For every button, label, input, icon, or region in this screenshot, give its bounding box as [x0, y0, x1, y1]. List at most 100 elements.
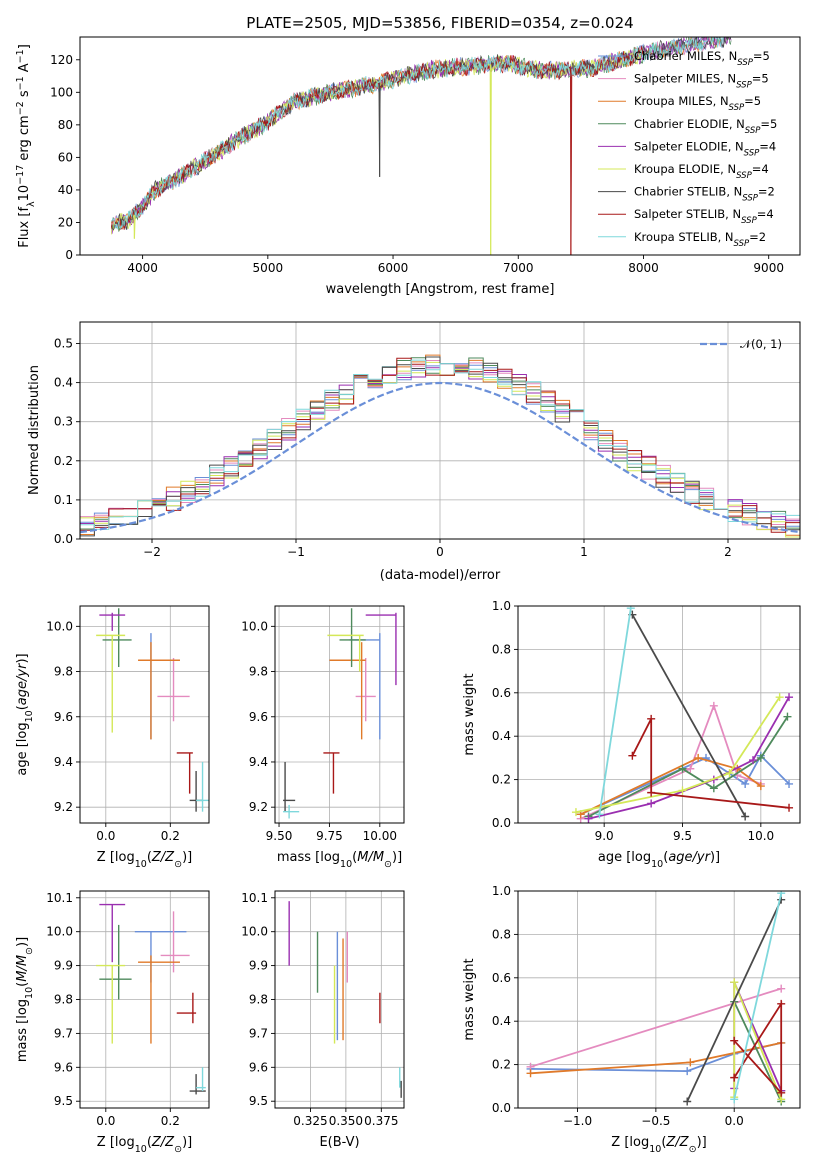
x-tick-label: 5000	[253, 261, 284, 275]
errorbar-point	[102, 608, 132, 668]
label-part: age [log	[598, 850, 651, 865]
weight-marker	[756, 782, 765, 791]
errorbar-point	[160, 911, 190, 973]
chart-title: PLATE=2505, MJD=53856, FIBERID=0354, z=0…	[246, 14, 633, 32]
y-tick-label: 0.8	[492, 642, 511, 656]
errorbar-point	[99, 924, 132, 1000]
spectrum-line	[111, 37, 731, 230]
label-part: ⊙	[384, 859, 392, 870]
weight-marker	[647, 799, 656, 808]
y-tick-label: 10.0	[241, 925, 268, 939]
label-part: )]	[15, 653, 30, 663]
y-tick-label: 0.2	[54, 454, 73, 468]
x-tick-label: 0.2	[161, 1114, 180, 1128]
label-part: )]	[182, 1135, 192, 1150]
weight-lines	[526, 891, 786, 1106]
y-tick-label: 0.5	[54, 337, 73, 351]
weight-marker	[785, 693, 794, 702]
weight-marker	[741, 779, 750, 788]
weight-series	[598, 608, 632, 815]
label-part: ⊙	[174, 859, 182, 870]
legend-tail: =4	[757, 207, 774, 221]
x-tick-label: 9000	[753, 261, 784, 275]
x-axis-label: Z [log10(Z/Z⊙)]	[611, 1135, 706, 1155]
label-part: Z [log	[611, 1135, 649, 1150]
x-axis-label: wavelength [Angstrom, rest frame]	[326, 282, 555, 297]
x-tick-label: 0.2	[161, 829, 180, 843]
x-tick-label: 4000	[127, 261, 158, 275]
errorbar-point	[189, 771, 203, 812]
errorbar-point	[176, 752, 193, 794]
label-part: (	[661, 1135, 666, 1150]
label-part: ]	[17, 44, 32, 49]
legend-sub: SSP	[736, 171, 752, 181]
label-part: E(B-V)	[319, 1135, 359, 1150]
x-axis-label: age [log10(age/yr)]	[598, 850, 720, 870]
errorbar-point	[96, 634, 126, 733]
weight-marker	[571, 808, 580, 817]
weight-marker	[777, 1088, 786, 1097]
errorbar-point	[283, 804, 300, 819]
histogram-series	[80, 359, 800, 530]
errorbar-point	[99, 612, 126, 631]
x-tick-label: 6000	[378, 261, 409, 275]
label-part: (	[663, 850, 668, 865]
label-part: )]	[182, 850, 192, 865]
legend-tail: =4	[752, 162, 769, 176]
x-axis-label: Z [log10(Z/Z⊙)]	[97, 1135, 192, 1155]
weight-marker	[709, 701, 718, 710]
errorbar-point	[134, 930, 187, 983]
spectrum-lines	[110, 37, 732, 255]
label-part: −17	[15, 165, 26, 185]
weight-marker	[647, 788, 656, 797]
label-part: M/M	[357, 850, 384, 865]
weight-marker	[730, 1036, 739, 1045]
errorbar-point	[189, 1074, 206, 1095]
weight-series	[733, 1000, 783, 1096]
x-tick-label: 8000	[628, 261, 659, 275]
weight-series	[575, 696, 781, 813]
legend-sub: SSP	[744, 148, 760, 158]
x-tick-label: 9.75	[316, 829, 343, 843]
errorbar-point	[327, 634, 364, 672]
y-tick-label: 9.6	[54, 710, 73, 724]
errorbar-point	[96, 964, 126, 1044]
axes-frame	[274, 890, 405, 1109]
weight-vs-age-panel: 9.0 9.5 10.0 0.0 0.2 0.4 0.6 0.8 1.0 age [log10(a…	[462, 599, 801, 870]
axes-frame	[79, 321, 801, 540]
weight-marker	[526, 1069, 535, 1078]
label-part: ⊙	[24, 947, 35, 955]
weight-marker	[783, 712, 792, 721]
weight-marker	[626, 606, 635, 613]
y-tick-label: 9.4	[249, 755, 268, 769]
weight-marker	[678, 764, 687, 773]
x-tick-label: 10.0	[747, 829, 774, 843]
label-part: )]	[697, 1135, 707, 1150]
x-tick-label: −0.5	[641, 1114, 670, 1128]
legend-sub: SSP	[737, 58, 753, 68]
errorbar-point	[138, 642, 180, 740]
legend-tail: =5	[760, 117, 777, 131]
y-tick-label: 10.0	[46, 619, 73, 633]
label-part: )]	[710, 850, 720, 865]
label-part: 10	[651, 859, 663, 870]
y-tick-label: 9.8	[249, 993, 268, 1007]
legend-tail: =2	[758, 185, 775, 199]
legend-sub: SSP	[736, 81, 752, 91]
y-tick-label: 9.5	[249, 1094, 268, 1108]
legend-main: Chabrier STELIB, N	[634, 185, 742, 199]
spectrum-line	[110, 47, 644, 255]
label-part: (	[15, 705, 30, 710]
x-axis-label: (data-model)/error	[380, 568, 501, 583]
y-axis-label: age [log10(age/yr)]	[15, 653, 35, 775]
legend-label: 𝒩(0, 1)	[740, 337, 782, 351]
errorbar-point	[323, 752, 340, 794]
weight-marker	[777, 891, 786, 898]
legend-label: Chabrier ELODIE, NSSP=5	[634, 117, 777, 136]
y-tick-label: 60	[58, 150, 73, 164]
y-tick-label: 0.6	[492, 686, 511, 700]
weight-marker	[741, 812, 750, 821]
y-tick-label: 9.6	[249, 1060, 268, 1074]
label-part: Z/Z	[151, 850, 175, 865]
